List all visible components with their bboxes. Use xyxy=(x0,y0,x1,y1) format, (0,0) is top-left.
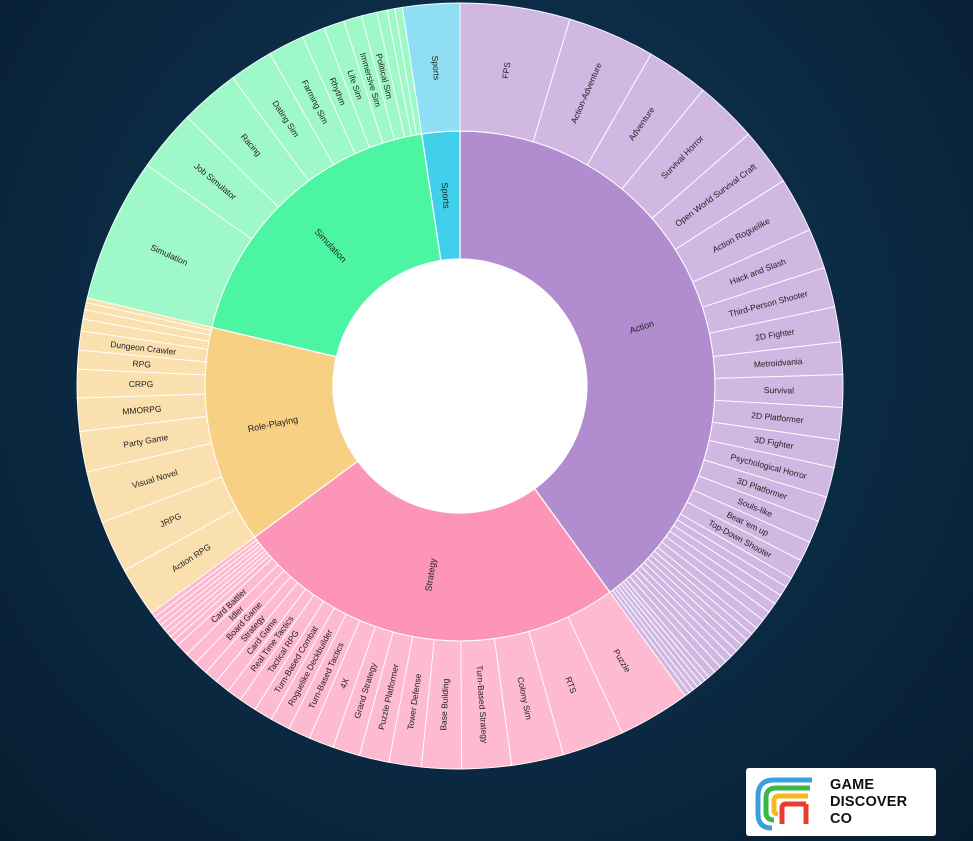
company-logo: GAME DISCOVER CO xyxy=(746,768,936,836)
subsegment-sports-sports[interactable] xyxy=(401,2,461,135)
logo-wordmark: GAME DISCOVER CO xyxy=(830,777,907,828)
sublabel-strategy-4x: 4X xyxy=(338,676,351,690)
sublabel-sports-sports: Sports xyxy=(430,55,442,80)
sunburst-segments xyxy=(76,2,844,770)
logo-mark-icon xyxy=(755,777,812,831)
logo-line-3: CO xyxy=(830,811,853,827)
sublabel-role-playing-rpg: RPG xyxy=(132,358,151,369)
sublabel-action-fps: FPS xyxy=(500,61,512,79)
logo-line-1: GAME xyxy=(830,777,875,793)
label-sports: Sports xyxy=(440,182,452,209)
sublabel-role-playing-mmorpg: MMORPG xyxy=(122,404,162,417)
sublabel-action-survival: Survival xyxy=(764,385,794,395)
center-hole xyxy=(333,259,587,513)
logo-line-2: DISCOVER xyxy=(830,794,908,810)
sublabel-strategy-base-building: Base Building xyxy=(438,678,451,731)
sublabel-action-metroidvania: Metroidvania xyxy=(754,356,804,370)
sublabel-role-playing-crpg: CRPG xyxy=(129,379,154,389)
